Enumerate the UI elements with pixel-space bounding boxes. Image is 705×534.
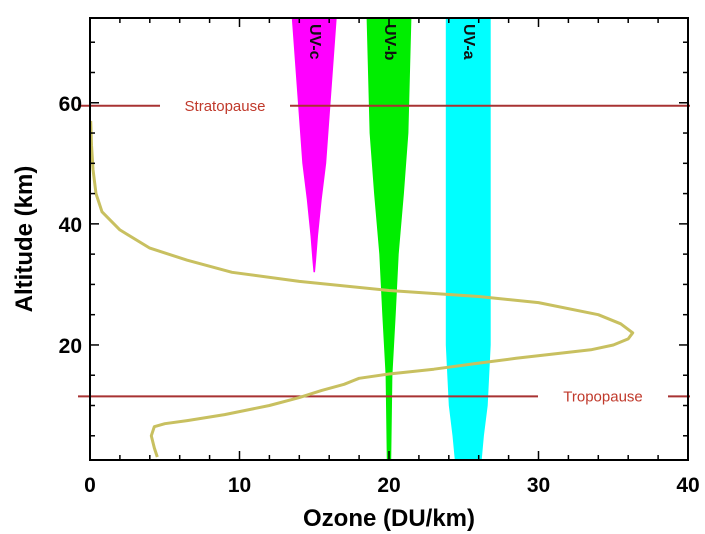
ozone-series <box>89 120 635 458</box>
ozone-profile-line <box>89 120 635 458</box>
x-axis-title: Ozone (DU/km) <box>303 505 475 532</box>
axis-ticks: 0 10 20 30 40 20 40 60 <box>59 18 700 497</box>
x-tick-label: 40 <box>676 474 699 497</box>
ref-line-stratopause-label: Stratopause <box>185 98 266 115</box>
band-uv-c-shape <box>291 18 337 273</box>
y-axis-title: Altitude (km) <box>11 166 38 313</box>
reference-lines: Stratopause Tropopause <box>78 98 690 405</box>
x-tick-label: 0 <box>84 474 96 497</box>
uv-bands: UV-c UV-b UV-a <box>291 18 491 460</box>
x-tick-label: 20 <box>377 474 400 497</box>
x-tick-label: 10 <box>228 474 251 497</box>
x-tick-label: 30 <box>527 474 550 497</box>
ref-line-tropopause-label: Tropopause <box>563 388 643 405</box>
band-uv-b-label: UV-b <box>381 24 398 61</box>
y-tick-label: 40 <box>59 214 82 237</box>
band-uv-a-shape <box>445 18 491 460</box>
y-tick-label: 60 <box>59 93 82 116</box>
y-tick-label: 20 <box>59 335 82 358</box>
band-uv-b-shape <box>366 18 412 460</box>
band-uv-c-label: UV-c <box>306 24 323 60</box>
band-uv-a-label: UV-a <box>460 24 477 60</box>
